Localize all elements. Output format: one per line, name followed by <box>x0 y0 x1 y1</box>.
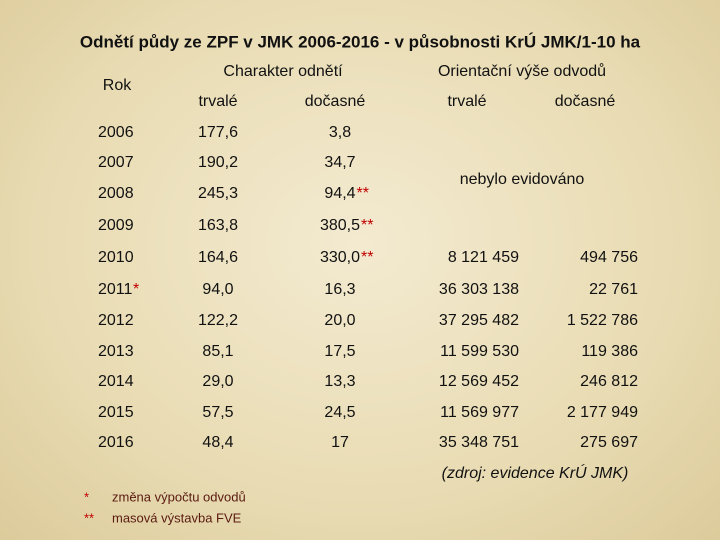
value-docasne: 17,5 <box>324 343 356 360</box>
value-docasne: 94,4 <box>324 185 356 202</box>
value-docasne: 24,5 <box>324 404 356 421</box>
value-trvale: 48,4 <box>202 434 234 451</box>
value-mark: ** <box>356 185 369 202</box>
value-docasne: 34,7 <box>324 154 356 171</box>
year: 2015 <box>98 404 134 421</box>
title: Odnětí půdy ze ZPF v JMK 2006-2016 - v p… <box>79 32 641 52</box>
value-trvale: 163,8 <box>197 217 239 234</box>
year: 2009 <box>98 217 134 234</box>
odvody-docasne: 494 756 <box>580 249 638 266</box>
header-odvody-trvale: trvalé <box>447 93 487 110</box>
year: 2007 <box>98 154 134 171</box>
footnote-mark: * <box>84 489 90 505</box>
year: 2008 <box>98 185 134 202</box>
odvody-docasne: 246 812 <box>580 373 638 390</box>
value-trvale: 245,3 <box>197 185 239 202</box>
header-docasne: dočasné <box>304 93 366 110</box>
odvody-trvale: 37 295 482 <box>438 312 519 329</box>
odvody-trvale: 35 348 751 <box>438 434 519 451</box>
header-odvody: Orientační výše odvodů <box>437 63 607 80</box>
odvody-docasne: 275 697 <box>580 434 638 451</box>
odvody-trvale: 8 121 459 <box>447 249 519 266</box>
odvody-docasne: 119 386 <box>581 343 638 360</box>
source: (zdroj: evidence KrÚ JMK) <box>441 465 629 482</box>
year: 2011 <box>98 281 133 298</box>
value-docasne: 380,5 <box>319 217 361 234</box>
value-docasne: 20,0 <box>324 312 356 329</box>
not-recorded: nebylo evidováno <box>459 171 585 188</box>
odvody-trvale: 11 599 530 <box>440 343 519 360</box>
value-docasne: 13,3 <box>324 373 356 390</box>
value-trvale: 177,6 <box>197 124 239 141</box>
value-trvale: 85,1 <box>202 343 234 360</box>
header-odvody-docasne: dočasné <box>554 93 616 110</box>
odvody-docasne: 1 522 786 <box>566 312 638 329</box>
year: 2016 <box>98 434 134 451</box>
year: 2006 <box>98 124 134 141</box>
footnote-text: masová výstavba FVE <box>112 510 242 526</box>
value-docasne: 17 <box>331 434 349 451</box>
value-trvale: 190,2 <box>197 154 239 171</box>
value-trvale: 57,5 <box>202 404 234 421</box>
footnote-text: změna výpočtu odvodů <box>112 489 246 505</box>
odvody-trvale: 12 569 452 <box>438 373 519 390</box>
year: 2013 <box>98 343 134 360</box>
value-docasne: 3,8 <box>328 124 352 141</box>
value-trvale: 29,0 <box>202 373 234 390</box>
header-charakter: Charakter odnětí <box>223 63 343 80</box>
value-trvale: 94,0 <box>202 281 234 298</box>
year-mark: * <box>133 281 140 298</box>
year: 2012 <box>98 312 134 329</box>
value-mark: ** <box>361 249 374 266</box>
value-docasne: 330,0 <box>319 249 361 266</box>
footnote-mark: ** <box>84 510 95 526</box>
odvody-trvale: 36 303 138 <box>438 281 519 298</box>
value-docasne: 16,3 <box>324 281 356 298</box>
header-rok: Rok <box>102 77 132 94</box>
value-mark: ** <box>361 217 374 234</box>
odvody-docasne: 2 177 949 <box>566 404 638 421</box>
header-trvale: trvalé <box>198 93 238 110</box>
value-trvale: 164,6 <box>197 249 239 266</box>
year: 2014 <box>98 373 134 390</box>
value-trvale: 122,2 <box>197 312 239 329</box>
odvody-docasne: 22 761 <box>589 281 638 298</box>
odvody-trvale: 11 569 977 <box>440 404 519 421</box>
year: 2010 <box>98 249 134 266</box>
